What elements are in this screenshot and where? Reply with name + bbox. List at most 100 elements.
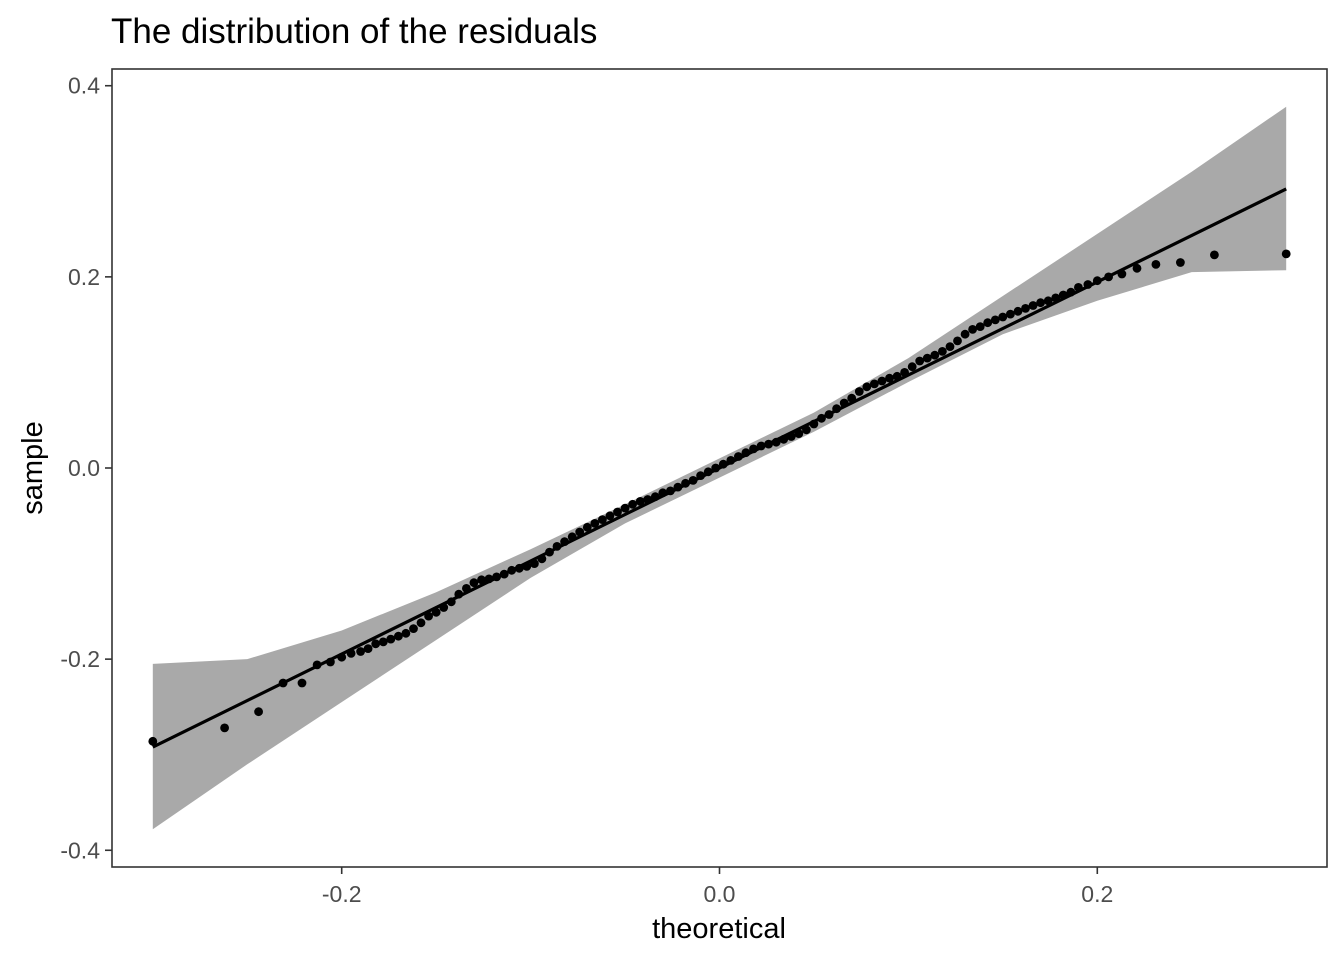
data-point bbox=[907, 362, 917, 372]
data-point bbox=[446, 597, 456, 607]
data-point bbox=[371, 639, 381, 649]
data-point bbox=[930, 350, 940, 360]
data-point bbox=[1151, 260, 1161, 269]
data-point bbox=[1006, 309, 1015, 319]
data-point bbox=[824, 410, 834, 419]
chart-title: The distribution of the residuals bbox=[111, 12, 597, 51]
data-point bbox=[416, 618, 426, 628]
data-point bbox=[688, 476, 698, 485]
data-point bbox=[613, 507, 622, 517]
y-tick-label: -0.2 bbox=[60, 646, 100, 672]
data-point bbox=[530, 559, 539, 568]
data-point bbox=[386, 634, 396, 644]
x-tick-label: 0.2 bbox=[1081, 881, 1113, 907]
data-point bbox=[363, 644, 373, 653]
data-point bbox=[794, 429, 804, 438]
data-point bbox=[658, 488, 668, 498]
data-point bbox=[439, 603, 449, 612]
data-point bbox=[1028, 301, 1038, 310]
data-point bbox=[741, 448, 751, 458]
data-point bbox=[809, 419, 819, 429]
data-point bbox=[998, 312, 1008, 322]
data-point bbox=[877, 376, 887, 386]
data-point bbox=[802, 425, 811, 435]
data-point bbox=[1066, 287, 1076, 297]
data-point bbox=[673, 482, 683, 492]
data-point bbox=[870, 379, 879, 389]
data-point bbox=[477, 575, 486, 585]
data-point bbox=[703, 467, 713, 477]
data-point bbox=[1210, 250, 1219, 260]
data-point bbox=[922, 353, 932, 363]
data-point bbox=[975, 322, 985, 331]
data-point bbox=[1281, 249, 1291, 259]
y-tick-label: 0.2 bbox=[68, 264, 100, 290]
data-point bbox=[749, 444, 758, 454]
data-point bbox=[900, 368, 909, 377]
data-point bbox=[854, 387, 864, 396]
data-point bbox=[356, 647, 365, 656]
data-point bbox=[1036, 298, 1045, 308]
data-point bbox=[620, 503, 630, 513]
data-point bbox=[492, 572, 501, 582]
data-point bbox=[718, 459, 728, 469]
data-point bbox=[552, 542, 562, 551]
data-point bbox=[786, 432, 796, 441]
x-axis-title: theoretical bbox=[652, 913, 786, 945]
data-points-layer bbox=[148, 249, 1291, 746]
data-point bbox=[394, 631, 403, 641]
data-point bbox=[650, 492, 660, 502]
data-point bbox=[953, 336, 962, 346]
data-point bbox=[771, 437, 781, 447]
data-point bbox=[968, 325, 977, 334]
data-point bbox=[337, 652, 347, 662]
data-point bbox=[779, 434, 789, 444]
data-point bbox=[598, 515, 607, 524]
data-point bbox=[326, 657, 335, 667]
data-point bbox=[945, 342, 955, 351]
data-point bbox=[401, 628, 411, 638]
data-point bbox=[1058, 290, 1068, 300]
data-point bbox=[254, 707, 263, 717]
data-point bbox=[484, 574, 494, 584]
data-point bbox=[643, 495, 653, 504]
data-point bbox=[1104, 272, 1113, 282]
data-point bbox=[469, 578, 479, 588]
data-point bbox=[454, 589, 464, 599]
data-point bbox=[582, 522, 592, 532]
data-point bbox=[424, 611, 433, 621]
data-point bbox=[462, 584, 471, 593]
data-point bbox=[567, 532, 577, 542]
data-point bbox=[938, 347, 947, 356]
y-axis-title: sample bbox=[17, 421, 49, 515]
data-point bbox=[220, 723, 230, 733]
data-point bbox=[148, 736, 158, 746]
data-point bbox=[278, 678, 288, 688]
data-point bbox=[681, 478, 690, 488]
data-point bbox=[560, 537, 569, 546]
data-point bbox=[312, 660, 322, 670]
data-point bbox=[431, 607, 441, 617]
data-point bbox=[297, 678, 307, 688]
data-point bbox=[915, 356, 925, 366]
data-point bbox=[628, 499, 637, 509]
data-point bbox=[990, 315, 1000, 325]
data-point bbox=[409, 624, 418, 633]
data-point bbox=[960, 329, 970, 339]
data-point bbox=[983, 318, 993, 328]
data-point bbox=[590, 519, 600, 528]
x-tick-label: -0.2 bbox=[322, 881, 362, 907]
data-point bbox=[507, 565, 517, 575]
data-point bbox=[1074, 283, 1083, 292]
data-point bbox=[817, 413, 826, 423]
y-tick-label: -0.4 bbox=[60, 837, 100, 863]
data-point bbox=[1132, 263, 1142, 273]
data-point bbox=[514, 563, 524, 573]
data-point bbox=[832, 404, 841, 414]
data-point bbox=[1021, 304, 1030, 313]
data-point bbox=[1043, 296, 1053, 306]
data-point bbox=[499, 569, 509, 579]
data-point bbox=[1051, 293, 1061, 303]
data-point bbox=[522, 562, 532, 571]
